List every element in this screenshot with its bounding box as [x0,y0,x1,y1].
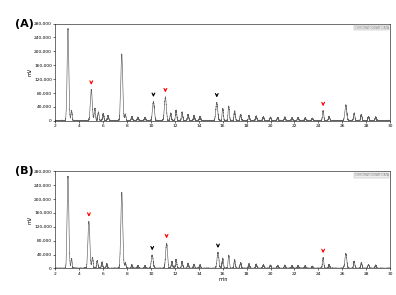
Text: (A): (A) [15,19,34,29]
Y-axis label: mV: mV [28,68,33,76]
Text: (B): (B) [15,166,34,176]
Y-axis label: mV: mV [28,216,33,224]
X-axis label: min: min [218,277,227,282]
Text: CHROMATOGRAM DATA: CHROMATOGRAM DATA [354,173,388,177]
Text: CHROMATOGRAM DATA: CHROMATOGRAM DATA [354,26,388,30]
